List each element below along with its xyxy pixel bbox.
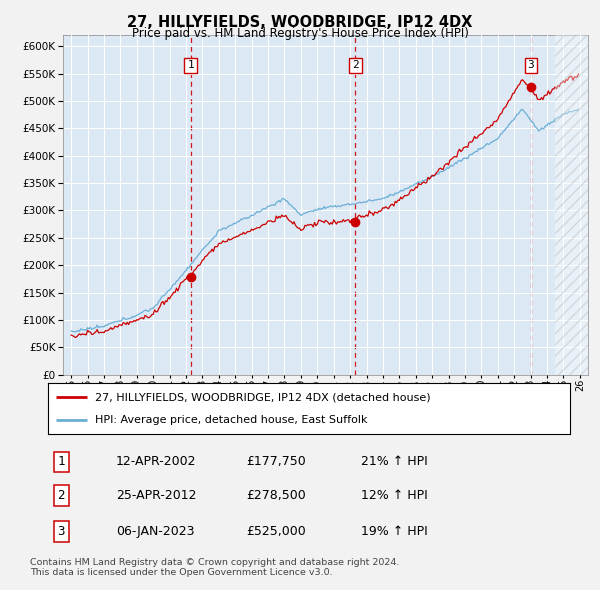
Text: 12-APR-2002: 12-APR-2002 bbox=[116, 455, 196, 468]
Text: 3: 3 bbox=[527, 61, 534, 70]
Text: Price paid vs. HM Land Registry's House Price Index (HPI): Price paid vs. HM Land Registry's House … bbox=[131, 27, 469, 40]
Text: 2: 2 bbox=[58, 489, 65, 502]
Text: 27, HILLYFIELDS, WOODBRIDGE, IP12 4DX (detached house): 27, HILLYFIELDS, WOODBRIDGE, IP12 4DX (d… bbox=[95, 392, 431, 402]
Text: 12% ↑ HPI: 12% ↑ HPI bbox=[361, 489, 428, 502]
Text: 19% ↑ HPI: 19% ↑ HPI bbox=[361, 525, 428, 538]
Text: £278,500: £278,500 bbox=[247, 489, 306, 502]
Text: 25-APR-2012: 25-APR-2012 bbox=[116, 489, 196, 502]
Text: 1: 1 bbox=[187, 61, 194, 70]
Text: £525,000: £525,000 bbox=[247, 525, 306, 538]
Text: 06-JAN-2023: 06-JAN-2023 bbox=[116, 525, 194, 538]
Text: 21% ↑ HPI: 21% ↑ HPI bbox=[361, 455, 428, 468]
Text: £177,750: £177,750 bbox=[247, 455, 306, 468]
Text: 2: 2 bbox=[352, 61, 359, 70]
Text: Contains HM Land Registry data © Crown copyright and database right 2024.
This d: Contains HM Land Registry data © Crown c… bbox=[30, 558, 400, 577]
Text: 1: 1 bbox=[58, 455, 65, 468]
Text: HPI: Average price, detached house, East Suffolk: HPI: Average price, detached house, East… bbox=[95, 415, 367, 425]
Text: 27, HILLYFIELDS, WOODBRIDGE, IP12 4DX: 27, HILLYFIELDS, WOODBRIDGE, IP12 4DX bbox=[127, 15, 473, 30]
Text: 3: 3 bbox=[58, 525, 65, 538]
